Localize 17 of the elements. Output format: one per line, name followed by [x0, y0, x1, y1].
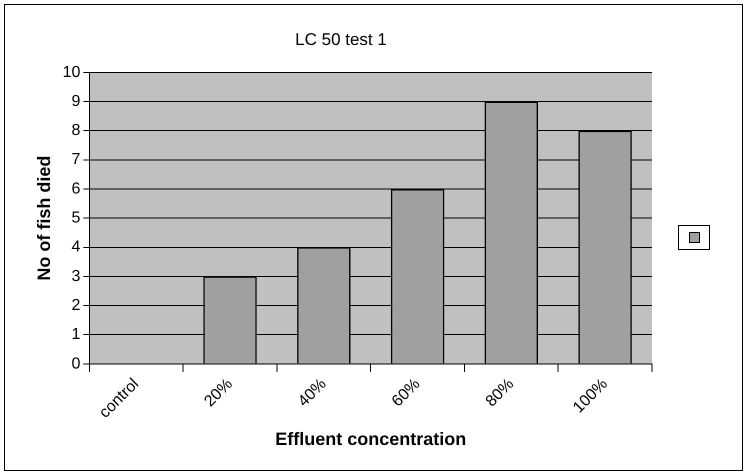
y-tick-label: 4	[71, 238, 80, 256]
y-tick-label: 7	[71, 151, 80, 168]
y-tick-label: 1	[71, 326, 80, 344]
y-tick-label: 2	[71, 296, 80, 314]
y-tick-label: 6	[71, 180, 80, 198]
y-tick-label: 5	[71, 210, 80, 227]
x-tick-label: 40%	[295, 376, 330, 410]
x-tick-label: 60%	[388, 376, 424, 410]
chart-title: LC 50 test 1	[295, 30, 387, 49]
y-tick-label: 3	[71, 268, 80, 285]
y-axis-title: No of fish died	[34, 156, 54, 281]
x-axis-title: Effluent concentration	[275, 429, 466, 450]
y-tick-label: 10	[62, 64, 80, 81]
y-tick-label: 8	[71, 122, 80, 140]
y-tick-label: 9	[71, 92, 80, 110]
y-tick-label: 0	[71, 355, 80, 372]
x-tick-label: 80%	[482, 376, 518, 410]
